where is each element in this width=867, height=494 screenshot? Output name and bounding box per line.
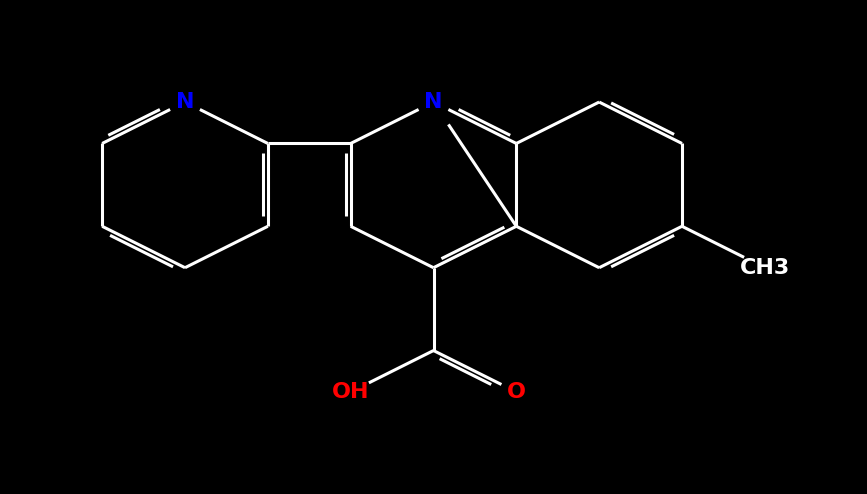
Text: O: O [507, 382, 525, 402]
Text: N: N [176, 92, 194, 112]
Text: N: N [424, 92, 443, 112]
Text: OH: OH [332, 382, 369, 402]
Text: CH3: CH3 [740, 258, 790, 278]
